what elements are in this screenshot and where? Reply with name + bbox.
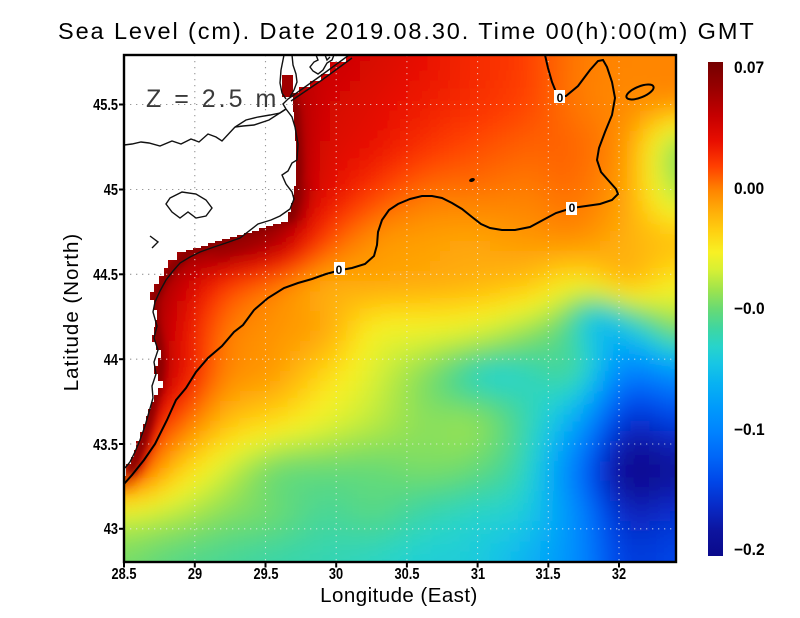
svg-text:0: 0 bbox=[569, 201, 576, 215]
svg-text:0: 0 bbox=[557, 91, 564, 105]
svg-text:0: 0 bbox=[336, 263, 343, 277]
